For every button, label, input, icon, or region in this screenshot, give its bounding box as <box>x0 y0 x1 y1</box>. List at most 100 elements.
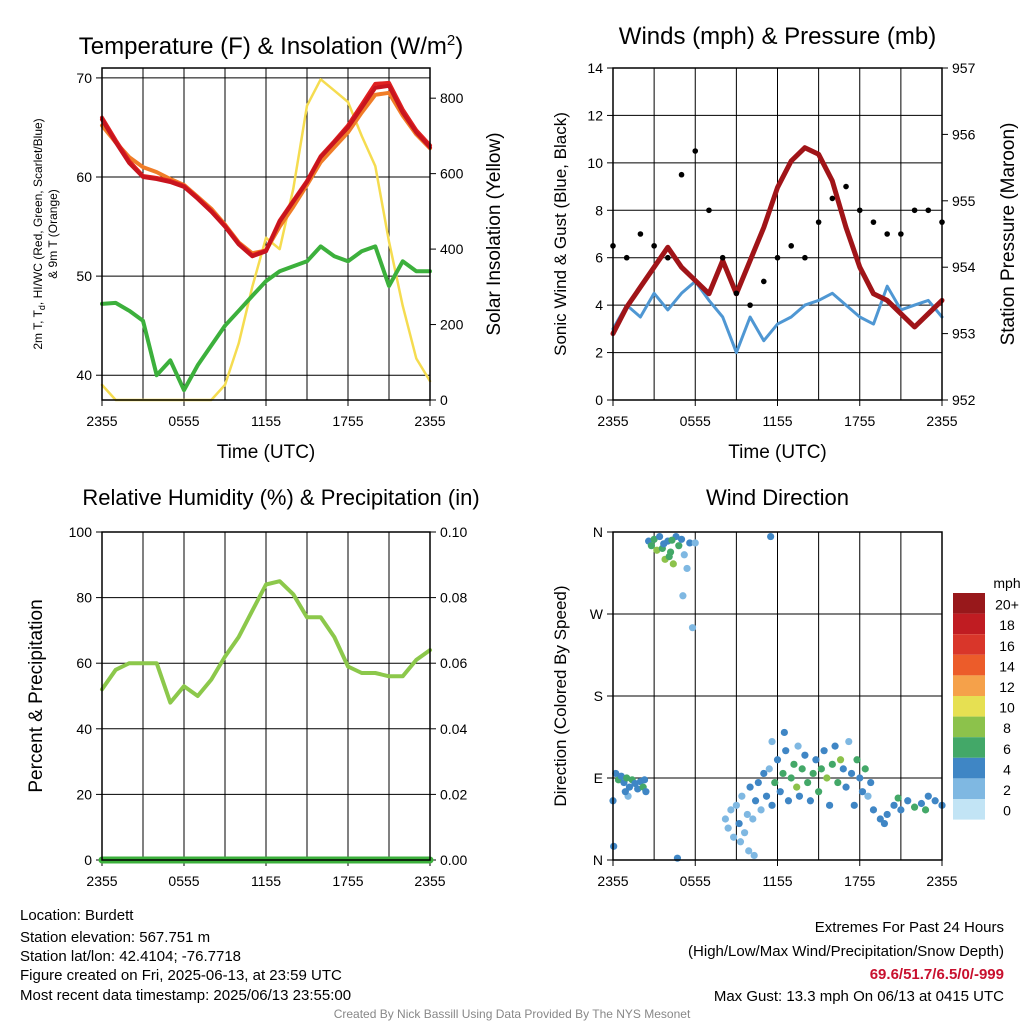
winds-y2tick-label-5: 957 <box>952 60 976 76</box>
dir-ytick-label-0: N <box>593 852 603 868</box>
winds-gust-point <box>692 148 699 154</box>
temp-y2tick-label-1: 200 <box>440 317 464 333</box>
dir-legend-swatch <box>953 778 985 799</box>
dir-point <box>743 810 751 819</box>
dir-point <box>856 774 864 782</box>
extremes-subtitle: (High/Low/Max Wind/Precipitation/Snow De… <box>688 943 1004 960</box>
temp-xtick-label-2: 1155 <box>251 413 281 429</box>
extremes-values: 69.6/51.7/6.5/0/-999 <box>869 966 1004 983</box>
dir-point <box>869 806 878 814</box>
dir-point <box>765 765 773 773</box>
dir-point <box>760 769 768 778</box>
dir-point <box>831 742 839 750</box>
dir-point <box>815 788 823 796</box>
winds-y2tick-label-1: 953 <box>952 326 976 342</box>
winds-ytick-label-7: 14 <box>587 60 603 76</box>
dir-point <box>842 783 850 791</box>
winds-xtick-label-4: 2355 <box>926 413 957 429</box>
dir-legend-swatch <box>953 613 985 635</box>
dir-point <box>894 794 902 802</box>
winds-gust-point <box>733 290 740 297</box>
dir-ytick-label-3: W <box>590 606 604 622</box>
dir-legend-swatch <box>953 716 985 738</box>
temp-frame <box>101 67 431 401</box>
rh-y2tick-label-1: 0.02 <box>440 786 467 802</box>
winds-gust-point <box>898 231 904 237</box>
dir-ylabel-left: Direction (Colored By Speed) <box>551 585 570 806</box>
dir-ytick-label-2: S <box>594 688 603 704</box>
rh-y2tick-label-5: 0.10 <box>440 524 467 540</box>
winds-gust-point <box>719 254 726 261</box>
dir-frame <box>612 531 943 861</box>
winds-title: Winds (mph) & Pressure (mb) <box>619 23 936 50</box>
dir-point <box>787 774 795 782</box>
dir-point <box>931 797 939 805</box>
dir-legend-title: mph <box>993 575 1020 591</box>
winds-gust-point <box>843 183 849 190</box>
dir-point <box>691 539 699 547</box>
dir-point <box>839 765 847 773</box>
winds-xlabel: Time (UTC) <box>728 442 827 463</box>
rh-xtick-label-3: 1755 <box>332 873 363 889</box>
dir-point <box>924 792 932 800</box>
dir-legend-label: 20+ <box>995 597 1019 613</box>
dir-point <box>864 792 872 800</box>
winds-gust-point <box>637 231 644 237</box>
temp-ytick-label-0: 40 <box>76 367 92 383</box>
dir-point <box>640 776 649 784</box>
temp-xtick-label-1: 0555 <box>168 413 199 429</box>
rh-series-relative-humidity <box>100 579 432 705</box>
dir-point <box>621 788 629 796</box>
rh-frame <box>101 531 431 861</box>
dir-point <box>828 760 836 768</box>
winds-gust-point <box>856 207 863 214</box>
dir-legend-swatch <box>953 757 985 779</box>
dir-point <box>812 756 820 764</box>
dir-point <box>768 737 776 746</box>
dir-point <box>858 788 867 796</box>
winds-gust-point <box>925 207 932 214</box>
rh-y2tick-label-0: 0.00 <box>440 852 467 868</box>
dir-point <box>675 542 683 550</box>
temp-xtick-label-0: 2355 <box>86 413 117 429</box>
temp-xtick-label-4: 2355 <box>414 413 445 429</box>
winds-frame <box>612 67 943 401</box>
winds-gust-point <box>815 219 822 225</box>
dir-point <box>883 810 891 819</box>
dir-point <box>850 801 858 809</box>
dir-point <box>904 797 912 805</box>
dir-point <box>921 806 930 814</box>
dir-point <box>665 553 673 561</box>
dir-point <box>724 824 732 832</box>
rh-ytick-label-0: 0 <box>84 852 92 868</box>
winds-y2tick-label-0: 952 <box>952 392 976 408</box>
winds-ytick-label-3: 6 <box>595 250 603 266</box>
winds-gust-point <box>870 219 877 225</box>
winds-gust-point <box>774 254 781 261</box>
dir-ytick-label-4: N <box>593 524 603 540</box>
temp-series-2m-t <box>100 83 432 259</box>
temp-ytick-label-3: 70 <box>76 70 92 86</box>
winds-gust-point <box>884 231 890 237</box>
dir-point <box>730 833 738 841</box>
dir-legend-swatch <box>953 654 985 676</box>
dir-point <box>751 797 760 805</box>
winds-series-sonic-wind <box>611 279 944 355</box>
dir-point <box>790 760 798 768</box>
winds-xtick-label-3: 1755 <box>844 413 875 429</box>
rh-ytick-label-4: 80 <box>76 590 92 606</box>
rh-xtick-label-2: 1155 <box>251 873 281 889</box>
dir-point <box>732 801 740 809</box>
dir-legend-label: 16 <box>999 638 1015 654</box>
footer-location: Location: Burdett <box>20 907 134 924</box>
temp-series-dewpoint <box>100 244 432 393</box>
winds-gust-point <box>788 243 795 249</box>
rh-ylabel-left: Percent & Precipitation <box>26 599 47 792</box>
dir-legend-swatch <box>953 675 985 696</box>
dir-point <box>806 797 815 805</box>
temp-y2tick-label-0: 0 <box>440 392 448 408</box>
winds-y2tick-label-3: 955 <box>952 193 976 209</box>
dir-point <box>784 797 793 805</box>
temp-ytick-label-1: 50 <box>76 268 92 284</box>
